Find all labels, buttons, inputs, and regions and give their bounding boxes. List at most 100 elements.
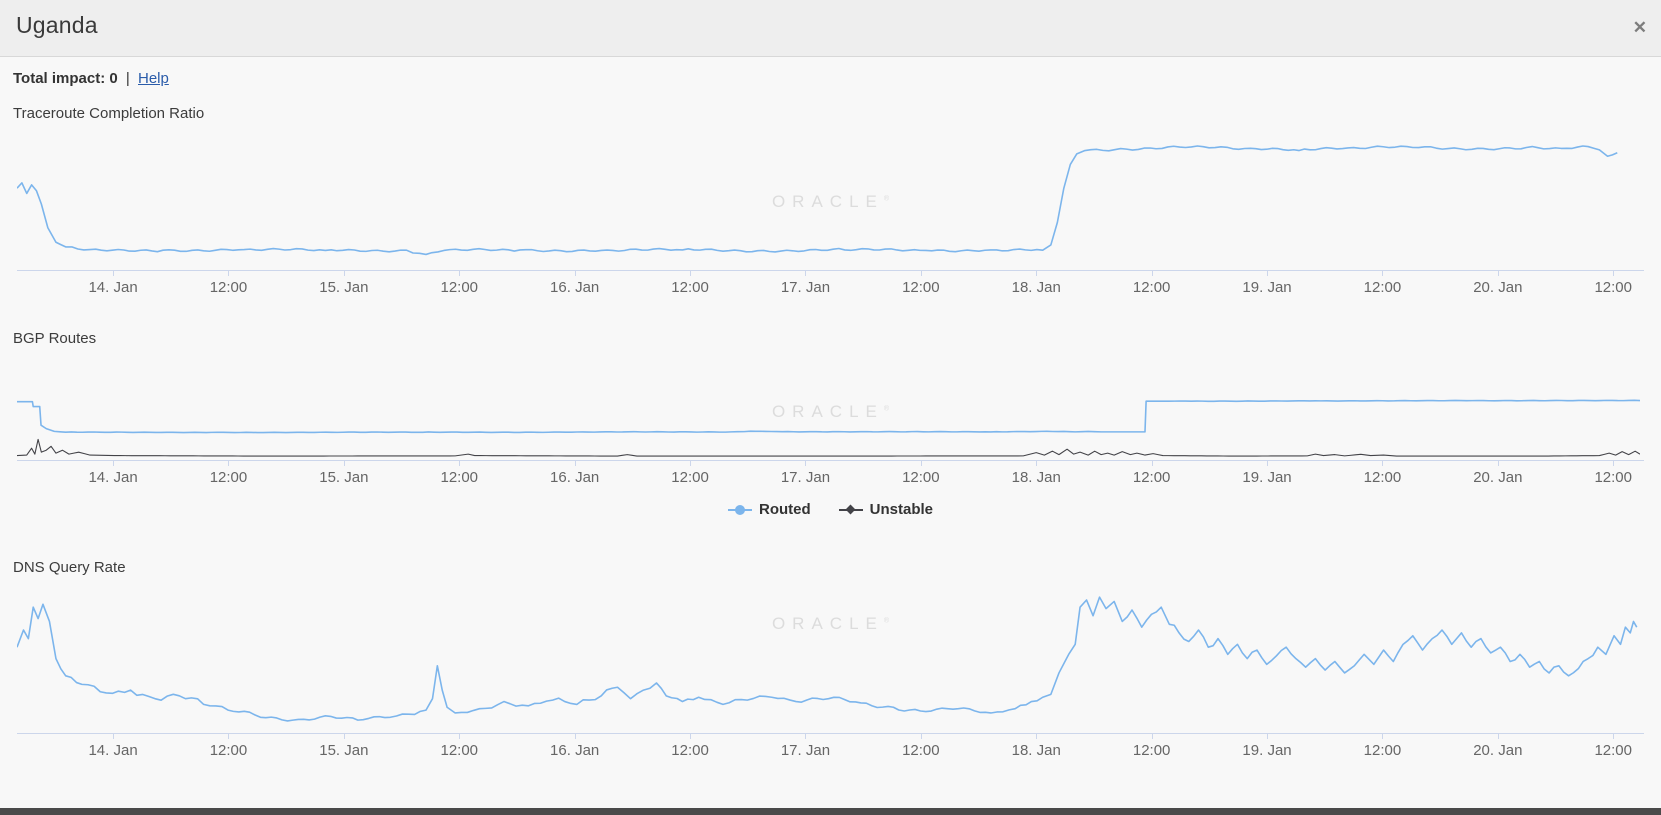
x-axis-tick	[1151, 460, 1153, 466]
x-axis-label: 14. Jan	[88, 742, 138, 759]
x-axis-tick	[1036, 460, 1038, 466]
dns-chart: ORACLE® 14. Jan 12:00 15. Jan 12:00 16. Jan 1…	[0, 590, 1661, 760]
traceroute-x-axis	[17, 270, 1644, 271]
legend-item-routed[interactable]: Routed	[727, 501, 811, 518]
series-completion-ratio	[17, 146, 1617, 254]
x-axis-label: 12:00	[440, 742, 479, 759]
x-axis-label: 15. Jan	[319, 279, 369, 296]
x-axis-tick	[343, 460, 345, 466]
x-axis-tick	[690, 270, 692, 276]
x-axis-tick	[1267, 460, 1269, 466]
x-axis-label: 20. Jan	[1473, 469, 1523, 486]
x-axis-label: 15. Jan	[319, 742, 369, 759]
x-axis-label: 19. Jan	[1242, 742, 1292, 759]
x-axis-tick	[690, 733, 692, 739]
chart-title-traceroute: Traceroute Completion Ratio	[13, 105, 205, 122]
x-axis-label: 12:00	[209, 742, 248, 759]
x-axis-label: 12:00	[671, 279, 709, 296]
x-axis-label: 20. Jan	[1473, 279, 1523, 296]
x-axis-label: 12:00	[1363, 742, 1402, 759]
x-axis-tick	[1267, 733, 1269, 739]
x-axis-label: 20. Jan	[1473, 742, 1523, 759]
bottom-bar	[0, 808, 1661, 815]
x-axis-label: 18. Jan	[1011, 469, 1061, 486]
x-axis-label: 12:00	[1363, 279, 1402, 296]
series-routed	[17, 400, 1640, 432]
x-axis-tick	[228, 733, 230, 739]
chart-title-dns: DNS Query Rate	[13, 559, 126, 576]
total-impact-label: Total impact:	[13, 70, 106, 87]
bgp-x-axis	[17, 460, 1644, 461]
x-axis-label: 12:00	[902, 469, 940, 486]
x-axis-tick	[1267, 270, 1269, 276]
x-axis-label: 12:00	[671, 469, 709, 486]
x-axis-tick	[1497, 460, 1499, 466]
oracle-watermark: ORACLE®	[771, 614, 890, 633]
help-link[interactable]: Help	[138, 70, 169, 87]
series-query-rate	[17, 597, 1637, 721]
impact-summary: Total impact: 0 | Help	[13, 70, 169, 87]
x-axis-tick	[228, 460, 230, 466]
unstable-series-marker-icon	[838, 504, 863, 516]
x-axis-label: 14. Jan	[88, 279, 138, 296]
legend-label-routed: Routed	[758, 501, 811, 518]
bgp-chart: ORACLE® 14. Jan 12:00 15. Jan 12:00 16. Jan 1…	[0, 362, 1661, 490]
x-axis-tick	[920, 733, 922, 739]
x-axis-label: 17. Jan	[780, 742, 831, 759]
x-axis-label: 18. Jan	[1011, 742, 1061, 759]
modal-header: Uganda ✕	[0, 0, 1661, 57]
x-axis-label: 12:00	[1132, 742, 1171, 759]
oracle-watermark: ORACLE®	[771, 402, 890, 421]
x-axis-tick	[1151, 270, 1153, 276]
x-axis-tick	[574, 460, 576, 466]
x-axis-tick	[459, 460, 461, 466]
x-axis-tick	[1497, 270, 1499, 276]
x-axis-label: 15. Jan	[319, 469, 369, 486]
x-axis-label: 12:00	[209, 469, 248, 486]
x-axis-tick	[113, 270, 115, 276]
x-axis-tick	[343, 270, 345, 276]
bgp-plot-area[interactable]	[17, 362, 1640, 460]
x-axis-tick	[1613, 460, 1615, 466]
series-unstable	[17, 439, 1640, 456]
x-axis-label: 12:00	[440, 279, 479, 296]
x-axis-label: 16. Jan	[550, 279, 600, 296]
legend-item-unstable[interactable]: Unstable	[838, 501, 934, 518]
dns-plot-area[interactable]	[17, 590, 1640, 733]
total-impact-value: 0	[109, 70, 118, 87]
legend-label-unstable: Unstable	[869, 501, 934, 518]
x-axis-tick	[920, 460, 922, 466]
x-axis-tick	[459, 733, 461, 739]
x-axis-label: 18. Jan	[1011, 279, 1061, 296]
x-axis-tick	[920, 270, 922, 276]
traceroute-plot-area[interactable]	[17, 138, 1640, 270]
x-axis-label: 17. Jan	[780, 279, 831, 296]
x-axis-tick	[574, 733, 576, 739]
x-axis-tick	[343, 733, 345, 739]
traceroute-chart: ORACLE® 14. Jan 12:00 15. Jan 12:00 16. Jan 1…	[0, 138, 1661, 298]
x-axis-tick	[1382, 733, 1384, 739]
chart-title-bgp: BGP Routes	[13, 330, 97, 347]
x-axis-tick	[1036, 733, 1038, 739]
routed-series-marker-icon	[727, 504, 752, 516]
x-axis-tick	[113, 460, 115, 466]
x-axis-label: 12:00	[1594, 469, 1632, 486]
x-axis-tick	[1613, 270, 1615, 276]
x-axis-tick	[459, 270, 461, 276]
oracle-watermark: ORACLE®	[771, 192, 890, 211]
x-axis-label: 19. Jan	[1242, 469, 1292, 486]
x-axis-label: 12:00	[1594, 279, 1632, 296]
x-axis-label: 16. Jan	[550, 742, 600, 759]
close-icon[interactable]: ✕	[1632, 18, 1647, 37]
x-axis-label: 12:00	[209, 279, 248, 296]
x-axis-tick	[1613, 733, 1615, 739]
separator: |	[125, 70, 130, 87]
x-axis-tick	[574, 270, 576, 276]
x-axis-label: 12:00	[1132, 279, 1171, 296]
x-axis-label: 12:00	[671, 742, 709, 759]
x-axis-tick	[228, 270, 230, 276]
x-axis-tick	[1382, 460, 1384, 466]
x-axis-tick	[113, 733, 115, 739]
x-axis-label: 19. Jan	[1242, 279, 1292, 296]
